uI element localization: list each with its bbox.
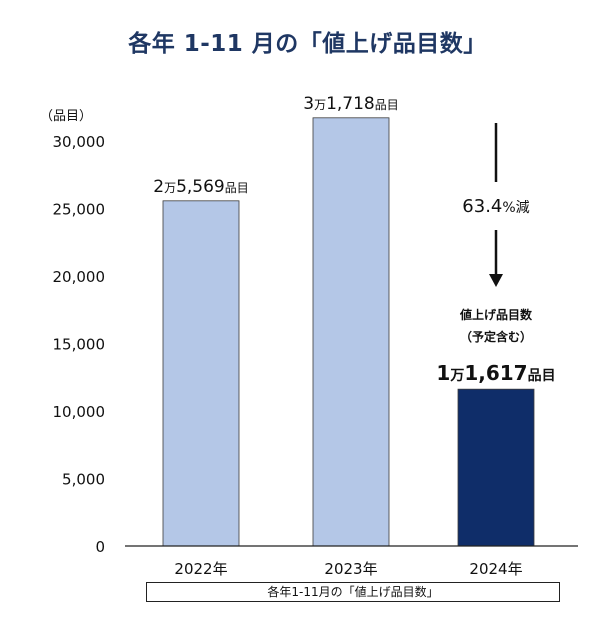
note-line-2: （予定含む） [460, 329, 532, 344]
x-tick-label: 2024年 [469, 560, 522, 578]
chart-caption: 各年1-11月の「値上げ品目数」 [146, 582, 560, 602]
bar [457, 388, 535, 547]
note-line-1: 値上げ品目数 [459, 307, 533, 322]
data-label: 3万1,718品目 [303, 94, 399, 114]
y-tick-label: 20,000 [53, 268, 106, 286]
y-tick-label: 25,000 [53, 201, 106, 219]
chart-title: 各年 1-11 月の「値上げ品目数」 [128, 31, 487, 57]
y-tick-label: 10,000 [53, 403, 106, 421]
change-annotation: 63.4%減 [462, 196, 529, 217]
x-tick-label: 2022年 [174, 560, 227, 578]
y-tick-label: 15,000 [53, 336, 106, 354]
x-tick-label: 2023年 [324, 560, 377, 578]
arrow-head [489, 274, 503, 287]
data-label: 1万1,617品目 [436, 361, 555, 385]
y-axis-label: （品目） [40, 109, 92, 124]
y-tick-label: 0 [95, 538, 105, 556]
data-label: 2万5,569品目 [153, 177, 249, 197]
bar [162, 200, 240, 547]
y-tick-label: 5,000 [62, 471, 105, 489]
bar [312, 117, 390, 547]
y-tick-label: 30,000 [53, 133, 106, 151]
